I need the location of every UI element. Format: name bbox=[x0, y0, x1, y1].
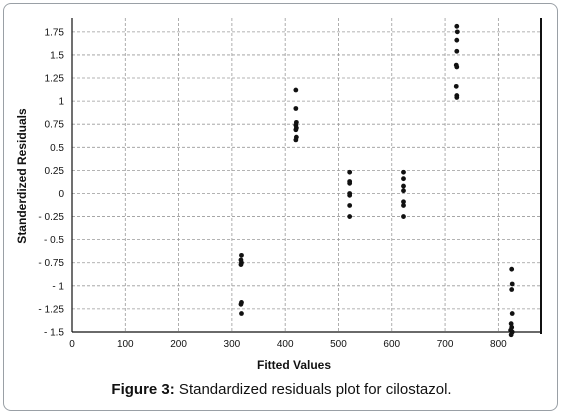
x-tick-label: 400 bbox=[277, 339, 294, 350]
x-tick-label: 700 bbox=[437, 339, 454, 350]
data-point bbox=[509, 311, 515, 316]
data-point bbox=[239, 252, 244, 258]
x-tick-label: 100 bbox=[117, 339, 134, 350]
y-tick-label: 0.75 bbox=[45, 120, 65, 131]
data-point bbox=[238, 301, 244, 307]
y-tick-label: 0.5 bbox=[50, 143, 64, 154]
data-point bbox=[401, 199, 406, 205]
y-tick-label: 1.5 bbox=[50, 50, 64, 61]
x-tick-label: 500 bbox=[330, 339, 347, 350]
data-point bbox=[454, 29, 460, 35]
data-point bbox=[454, 23, 460, 29]
grid bbox=[72, 18, 541, 333]
x-tick-label: 800 bbox=[490, 339, 507, 350]
y-tick-label: - 1.25 bbox=[38, 304, 64, 315]
data-point bbox=[293, 87, 299, 93]
axes bbox=[71, 18, 542, 334]
data-point bbox=[401, 169, 406, 175]
data-point bbox=[401, 188, 406, 194]
x-tick-label: 600 bbox=[383, 339, 400, 350]
data-point bbox=[401, 214, 406, 219]
x-tick-label: 300 bbox=[224, 339, 241, 350]
data-point bbox=[347, 169, 353, 175]
figure-caption: Figure 3: Standardized residuals plot fo… bbox=[0, 381, 563, 398]
data-point bbox=[454, 64, 460, 70]
y-tick-label: 1.75 bbox=[45, 27, 65, 38]
caption-label: Figure 3: bbox=[111, 381, 175, 398]
y-tick-label: - 0.5 bbox=[44, 235, 64, 246]
data-point bbox=[509, 281, 515, 287]
y-tick-label: - 1 bbox=[52, 281, 64, 292]
y-tick-label: - 0.75 bbox=[38, 258, 64, 269]
data-point bbox=[509, 287, 515, 292]
figure-frame bbox=[3, 3, 558, 411]
data-point bbox=[508, 332, 514, 338]
x-tick-label: 200 bbox=[170, 339, 187, 350]
y-tick-labels: 1.75 1.5 1.25 1 0.75 0.5 0.25 0 - 0.25 - 0.5 - 0.7… bbox=[38, 27, 64, 338]
data-point bbox=[347, 180, 353, 186]
y-tick-label: 1 bbox=[58, 97, 64, 108]
data-point bbox=[293, 137, 299, 143]
data-point bbox=[293, 127, 299, 133]
x-tick-label: 0 bbox=[69, 339, 75, 350]
data-point bbox=[347, 214, 353, 219]
data-point bbox=[454, 48, 460, 54]
y-tick-label: 0 bbox=[58, 189, 64, 200]
data-point bbox=[401, 203, 406, 208]
data-point bbox=[454, 95, 460, 100]
y-tick-label: - 1.5 bbox=[44, 328, 64, 339]
data-point bbox=[238, 262, 244, 267]
data-point bbox=[293, 106, 299, 111]
x-tick-labels: 0 100 200 300 400 500 600 700 800 bbox=[69, 339, 507, 350]
y-tick-label: 0.25 bbox=[45, 166, 65, 177]
data-points bbox=[238, 23, 515, 338]
data-point bbox=[508, 321, 514, 327]
y-tick-label: - 0.25 bbox=[38, 212, 64, 223]
data-point bbox=[453, 83, 459, 89]
data-point bbox=[454, 37, 460, 43]
y-tick-label: 1.25 bbox=[45, 74, 65, 85]
data-point bbox=[347, 203, 353, 208]
y-axis-label: Standerdized Residuals bbox=[15, 108, 29, 244]
x-axis-label: Fitted Values bbox=[257, 358, 331, 372]
data-point bbox=[509, 266, 515, 272]
data-point bbox=[401, 176, 406, 182]
data-point bbox=[401, 183, 406, 189]
caption-text: Standardized residuals plot for cilostaz… bbox=[174, 381, 452, 398]
data-point bbox=[347, 192, 353, 198]
data-point bbox=[239, 311, 244, 316]
